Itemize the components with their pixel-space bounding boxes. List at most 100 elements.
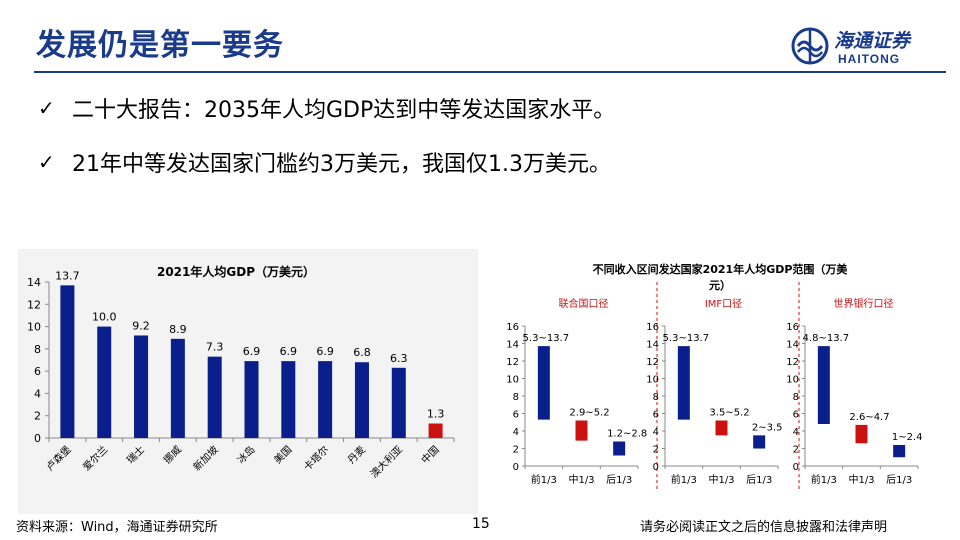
- bullet-text: 21年中等发达国家门槛约3万美元，我国仅1.3万美元。: [72, 152, 611, 177]
- y-tick-label: 2: [793, 445, 799, 456]
- y-tick-label: 12: [646, 357, 659, 368]
- bullet-item: ✓ 21年中等发达国家门槛约3万美元，我国仅1.3万美元。: [38, 146, 611, 178]
- x-tick-label: 丹麦: [345, 444, 368, 467]
- y-tick-label: 6: [34, 365, 41, 378]
- y-tick-label: 14: [786, 340, 799, 351]
- range-bar: [893, 445, 906, 458]
- data-label: 6.9: [280, 345, 298, 358]
- page-number: 15: [472, 516, 490, 532]
- group-label: 联合国口径: [559, 297, 609, 310]
- range-bar: [817, 346, 830, 424]
- bar-4: [170, 338, 185, 438]
- y-tick-label: 8: [653, 392, 659, 403]
- y-tick-label: 4: [513, 427, 519, 438]
- y-tick-label: 4: [653, 427, 659, 438]
- x-tick-label: 新加坡: [190, 443, 220, 473]
- y-tick-label: 6: [793, 410, 799, 421]
- data-label: 6.9: [316, 345, 334, 358]
- y-tick-label: 4: [793, 427, 799, 438]
- bar-2: [97, 326, 112, 438]
- bar-8: [318, 361, 333, 438]
- bar-9: [354, 362, 369, 438]
- range-label: 1.2~2.8: [607, 429, 647, 440]
- gdp-range-chart-panel: 不同收入区间发达国家2021年人均GDP范围（万美 元） 联合国口径 0 2 4 6 8 10 1…: [494, 249, 954, 514]
- data-label: 10.0: [92, 311, 117, 324]
- range-bar: [575, 420, 588, 441]
- range-label: 3.5~5.2: [709, 408, 749, 419]
- x-tick-label: 美国: [271, 443, 294, 466]
- y-tick-label: 14: [646, 340, 659, 351]
- range-label: 4.8~13.7: [803, 333, 850, 344]
- bar-6: [244, 361, 259, 438]
- x-tick-label: 后1/3: [886, 474, 912, 486]
- page-title: 发展仍是第一要务: [36, 28, 284, 63]
- x-tick-label: 中1/3: [708, 473, 734, 486]
- x-tick-label: 前1/3: [811, 473, 837, 486]
- range-label: 2.6~4.7: [849, 412, 889, 423]
- bar-11: [428, 423, 443, 438]
- y-tick-label: 10: [506, 375, 519, 386]
- y-tick-label: 2: [34, 410, 41, 423]
- y-tick-label: 8: [34, 343, 41, 356]
- company-logo: 海通证券 HAITONG: [790, 24, 940, 70]
- range-label: 5.3~13.7: [663, 333, 710, 344]
- y-tick-label: 0: [513, 462, 519, 473]
- x-tick-label: 中1/3: [568, 473, 594, 486]
- title-divider: [34, 71, 946, 73]
- x-tick-label: 卢森堡: [43, 443, 73, 473]
- y-tick-label: 8: [513, 392, 519, 403]
- y-tick-label: 14: [506, 340, 519, 351]
- bullet-text: 二十大报告：2035年人均GDP达到中等发达国家水平。: [72, 98, 616, 123]
- bar-7: [281, 361, 296, 438]
- checkmark-icon: ✓: [38, 150, 55, 174]
- x-tick-label: 卡塔尔: [301, 443, 331, 473]
- y-tick-label: 12: [27, 298, 41, 311]
- x-tick-label: 瑞士: [124, 443, 147, 466]
- range-bar: [677, 346, 690, 420]
- range-bar: [613, 441, 626, 456]
- y-tick-label: 6: [653, 410, 659, 421]
- data-label: 1.3: [427, 408, 445, 421]
- y-tick-label: 14: [27, 276, 41, 289]
- data-label: 13.7: [55, 269, 80, 282]
- y-tick-label: 16: [646, 322, 659, 333]
- y-tick-label: 6: [513, 410, 519, 421]
- bar-5: [207, 356, 222, 438]
- data-label: 6.8: [353, 346, 371, 359]
- chart-title: 2021年人均GDP（万美元）: [157, 264, 315, 279]
- bar-1: [60, 285, 75, 438]
- y-tick-label: 10: [646, 375, 659, 386]
- gdp-range-chart: 不同收入区间发达国家2021年人均GDP范围（万美元） 联合国口径 0 2 4 6 8 10 1…: [506, 262, 922, 492]
- x-tick-label: 中1/3: [848, 473, 874, 486]
- logo-name-en: HAITONG: [838, 52, 901, 66]
- y-tick-label: 8: [793, 392, 799, 403]
- bullet-item: ✓ 二十大报告：2035年人均GDP达到中等发达国家水平。: [38, 92, 615, 124]
- bar-10: [391, 367, 406, 438]
- x-tick-label: 后1/3: [606, 474, 632, 486]
- range-label: 5.3~13.7: [523, 333, 570, 344]
- y-tick-label: 0: [653, 462, 659, 473]
- bar-3: [134, 335, 149, 438]
- y-tick-label: 4: [34, 387, 41, 400]
- x-tick-label: 前1/3: [671, 473, 697, 486]
- y-tick-label: 16: [786, 322, 799, 333]
- data-label: 6.9: [243, 345, 261, 358]
- y-tick-label: 0: [793, 462, 799, 473]
- x-tick-label: 前1/3: [531, 473, 557, 486]
- range-bar: [715, 420, 728, 436]
- range-bar: [753, 435, 766, 449]
- group-label: 世界银行口径: [834, 297, 894, 310]
- gdp-per-capita-bar-chart: 2021年人均GDP（万美元） 0 2 4 6 8 10 12 14 13.7 卢森堡 10.0 爱尔兰…: [27, 264, 455, 480]
- y-tick-label: 2: [653, 445, 659, 456]
- y-tick-label: 10: [27, 321, 41, 334]
- group-label: IMF口径: [705, 297, 742, 310]
- x-tick-label: 中国: [418, 443, 441, 466]
- range-label: 2~3.5: [752, 422, 783, 433]
- data-label: 8.9: [169, 323, 187, 336]
- y-tick-label: 0: [34, 432, 41, 445]
- checkmark-icon: ✓: [38, 96, 55, 120]
- source-note: 资料来源：Wind，海通证券研究所: [16, 520, 218, 535]
- data-label: 6.3: [390, 352, 408, 365]
- y-tick-label: 12: [506, 357, 519, 368]
- range-bar: [855, 424, 868, 444]
